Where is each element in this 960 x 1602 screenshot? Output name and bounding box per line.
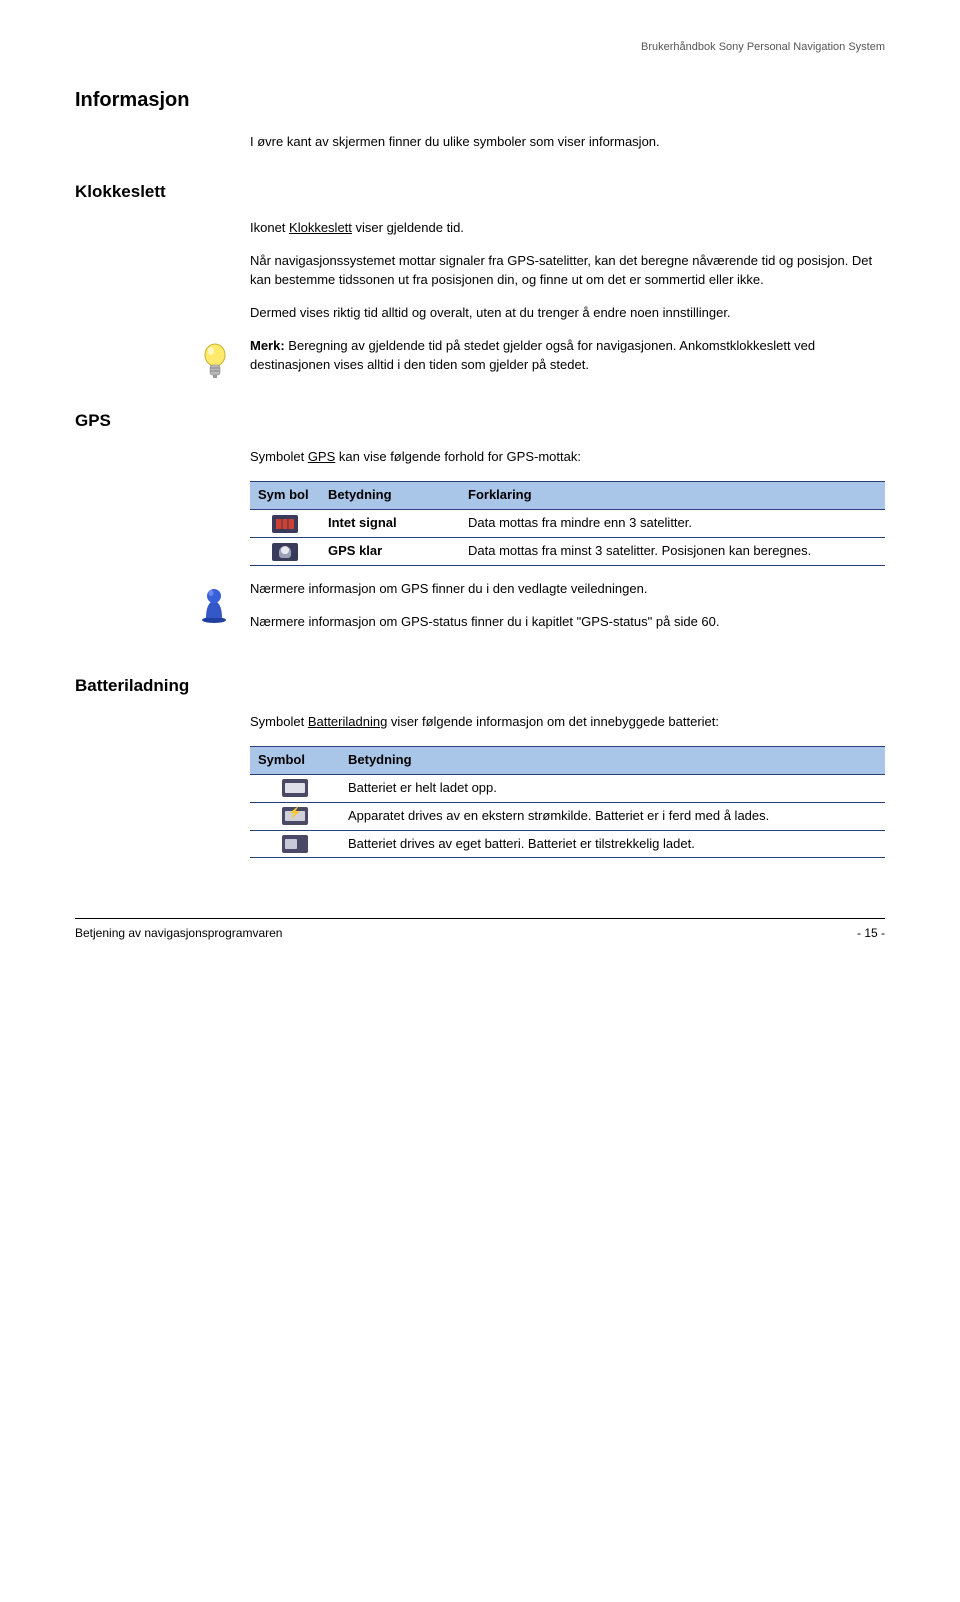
- footer-left: Betjening av navigasjonsprogramvaren: [75, 925, 282, 942]
- gps-table: Sym bol Betydning Forklaring Intet signa…: [250, 481, 885, 566]
- batteri-row2-meaning: Batteriet drives av eget batteri. Batter…: [340, 830, 885, 858]
- table-row: Apparatet drives av en ekstern strømkild…: [250, 802, 885, 830]
- battery-full-icon: [282, 779, 308, 797]
- gps-info1: Nærmere informasjon om GPS finner du i d…: [250, 580, 885, 599]
- gps-row1-explain: Data mottas fra minst 3 satelitter. Posi…: [460, 537, 885, 565]
- batteri-row2-symbol: [250, 830, 340, 858]
- page-footer: Betjening av navigasjonsprogramvaren - 1…: [75, 918, 885, 942]
- klokkeslett-p2: Når navigasjonssystemet mottar signaler …: [250, 252, 885, 290]
- battery-charging-icon: [282, 807, 308, 825]
- gps-ready-icon: [272, 543, 298, 561]
- lightbulb-icon: [200, 341, 230, 381]
- gps-th-meaning: Betydning: [320, 482, 460, 510]
- heading-gps: GPS: [75, 409, 885, 434]
- footer-right: - 15 -: [857, 925, 885, 942]
- batteri-row1-meaning: Apparatet drives av en ekstern strømkild…: [340, 802, 885, 830]
- batteri-row0-symbol: [250, 774, 340, 802]
- gps-info-block: Nærmere informasjon om GPS finner du i d…: [75, 580, 885, 646]
- doc-header: Brukerhåndbok Sony Personal Navigation S…: [75, 40, 885, 56]
- batteri-intro-post: viser følgende informasjon om det inneby…: [387, 714, 719, 729]
- gps-intro-post: kan vise følgende forhold for GPS-mottak…: [335, 449, 581, 464]
- batteri-th-meaning: Betydning: [340, 746, 885, 774]
- batteri-intro-link: Batteriladning: [308, 714, 388, 729]
- table-row: Batteriet drives av eget batteri. Batter…: [250, 830, 885, 858]
- gps-row0-symbol: [250, 510, 320, 538]
- table-row: Batteriet er helt ladet opp.: [250, 774, 885, 802]
- heading-informasjon: Informasjon: [75, 86, 885, 115]
- klokkeslett-link: Klokkeslett: [289, 220, 352, 235]
- klokkeslett-note: Merk: Beregning av gjeldende tid på sted…: [75, 337, 885, 381]
- gps-intro: Symbolet GPS kan vise følgende forhold f…: [250, 448, 885, 467]
- batteri-intro: Symbolet Batteriladning viser følgende i…: [250, 713, 885, 732]
- gps-info2: Nærmere informasjon om GPS-status finner…: [250, 613, 885, 632]
- gps-th-explain: Forklaring: [460, 482, 885, 510]
- info-icon-col: [75, 580, 250, 624]
- info-pawn-icon: [198, 584, 230, 624]
- klokkeslett-p1: Ikonet Klokkeslett viser gjeldende tid.: [250, 219, 885, 238]
- gps-th-symbol: Sym bol: [250, 482, 320, 510]
- batteri-intro-pre: Symbolet: [250, 714, 308, 729]
- batteri-row1-symbol: [250, 802, 340, 830]
- heading-batteri: Batteriladning: [75, 674, 885, 699]
- no-signal-icon: [272, 515, 298, 533]
- gps-row1-meaning: GPS klar: [320, 537, 460, 565]
- batteri-table: Symbol Betydning Batteriet er helt ladet…: [250, 746, 885, 858]
- batteri-row0-meaning: Batteriet er helt ladet opp.: [340, 774, 885, 802]
- table-row: GPS klar Data mottas fra minst 3 satelit…: [250, 537, 885, 565]
- gps-row0-meaning: Intet signal: [320, 510, 460, 538]
- gps-row0-explain: Data mottas fra mindre enn 3 satelitter.: [460, 510, 885, 538]
- klokkeslett-p3: Dermed vises riktig tid alltid og overal…: [250, 304, 885, 323]
- klokkeslett-p1-post: viser gjeldende tid.: [352, 220, 464, 235]
- battery-partial-icon: [282, 835, 308, 853]
- lightbulb-icon-col: [75, 337, 250, 381]
- table-row: Intet signal Data mottas fra mindre enn …: [250, 510, 885, 538]
- gps-intro-link: GPS: [308, 449, 335, 464]
- note-body: Beregning av gjeldende tid på stedet gje…: [250, 338, 815, 372]
- informasjon-intro: I øvre kant av skjermen finner du ulike …: [250, 133, 885, 152]
- klokkeslett-p1-pre: Ikonet: [250, 220, 289, 235]
- note-label: Merk:: [250, 338, 285, 353]
- gps-intro-pre: Symbolet: [250, 449, 308, 464]
- klokkeslett-note-text: Merk: Beregning av gjeldende tid på sted…: [250, 337, 885, 375]
- gps-row1-symbol: [250, 537, 320, 565]
- heading-klokkeslett: Klokkeslett: [75, 180, 885, 205]
- batteri-th-symbol: Symbol: [250, 746, 340, 774]
